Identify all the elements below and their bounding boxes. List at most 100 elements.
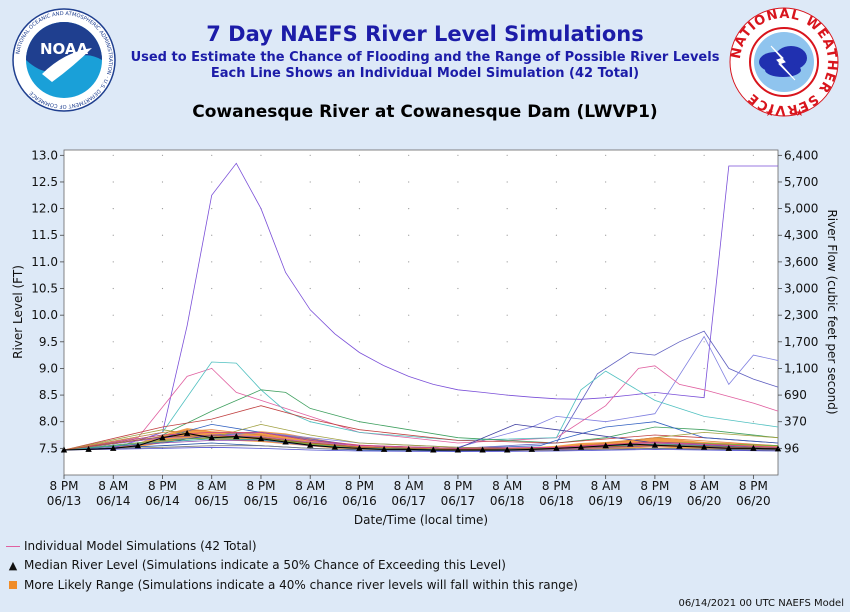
grid-dot bbox=[260, 341, 262, 343]
grid-dot bbox=[506, 181, 508, 183]
grid-dot bbox=[605, 394, 607, 396]
x-tick-label-date: 06/14 bbox=[96, 494, 131, 508]
grid-dot bbox=[161, 261, 164, 263]
grid-dot bbox=[605, 287, 607, 290]
grid-dot bbox=[309, 394, 311, 396]
x-axis-label: Date/Time (local time) bbox=[354, 513, 488, 527]
grid-dot bbox=[555, 287, 558, 290]
grid-dot bbox=[112, 181, 114, 183]
plot-area bbox=[63, 149, 779, 476]
grid-dot bbox=[654, 261, 656, 263]
grid-dot bbox=[408, 154, 410, 156]
triangle-marker-icon: ▲ bbox=[8, 558, 18, 572]
x-tick-label-time: 8 PM bbox=[345, 479, 374, 493]
median-point bbox=[380, 445, 388, 452]
grid-dot bbox=[654, 234, 656, 236]
grid-dot bbox=[161, 287, 164, 290]
grid-dot bbox=[654, 287, 656, 290]
x-tick-label-time: 8 PM bbox=[148, 479, 177, 493]
grid-dot bbox=[161, 394, 164, 396]
grid-dot bbox=[408, 287, 410, 290]
legend-range: More Likely Range (Simulations indicate … bbox=[6, 578, 578, 592]
grid-dot bbox=[408, 208, 410, 210]
grid-dot bbox=[112, 234, 114, 236]
grid-dot bbox=[506, 421, 508, 423]
x-tick-label-time: 8 AM bbox=[295, 479, 325, 493]
grid-dot bbox=[506, 208, 508, 210]
grid-dot bbox=[457, 181, 459, 183]
grid-dot bbox=[605, 314, 607, 316]
median-point bbox=[602, 442, 609, 449]
y-tick-label: 7.5 bbox=[39, 441, 58, 455]
x-tick-label-date: 06/19 bbox=[638, 494, 673, 508]
grid-dot bbox=[457, 208, 459, 210]
x-tick-label-date: 06/14 bbox=[145, 494, 180, 508]
x-tick-label-date: 06/15 bbox=[194, 494, 229, 508]
grid-dot bbox=[161, 314, 164, 316]
grid-dot bbox=[752, 367, 754, 370]
grid-dot bbox=[309, 181, 311, 183]
grid-dot bbox=[309, 287, 311, 290]
grid-dot bbox=[260, 181, 262, 183]
nws-logo: NATIONAL WEATHER SERVICE ★ ★ bbox=[729, 7, 839, 118]
page-subtitle-2: Each Line Shows an Individual Model Simu… bbox=[210, 66, 640, 81]
median-point bbox=[750, 444, 757, 451]
grid-dot bbox=[506, 314, 508, 316]
simulation-line-5 bbox=[63, 361, 779, 451]
grid-dot bbox=[703, 367, 705, 370]
grid-dot bbox=[457, 154, 459, 156]
grid-dot bbox=[112, 261, 114, 263]
x-tick-label-time: 8 PM bbox=[542, 479, 571, 493]
x-tick-label-time: 8 PM bbox=[739, 479, 768, 493]
grid-dot bbox=[112, 341, 114, 343]
grid-dot bbox=[309, 208, 311, 210]
grid-dot bbox=[555, 341, 558, 343]
grid-dot bbox=[112, 208, 114, 210]
grid-dot bbox=[211, 314, 213, 316]
grid-dot bbox=[752, 154, 754, 156]
grid-dot bbox=[457, 341, 459, 343]
y-tick-label: 9.0 bbox=[39, 361, 58, 375]
x-tick-label-date: 06/15 bbox=[244, 494, 279, 508]
noaa-logo-text: NOAA bbox=[40, 40, 89, 58]
grid-dot bbox=[161, 367, 164, 370]
grid-dot bbox=[457, 287, 459, 290]
grid-dot bbox=[703, 287, 705, 290]
x-tick-label-time: 8 AM bbox=[591, 479, 621, 493]
y-tick-label: 12.0 bbox=[31, 202, 58, 216]
grid-dot bbox=[260, 314, 262, 316]
x-tick-label-time: 8 AM bbox=[197, 479, 227, 493]
orange-square-icon bbox=[6, 578, 20, 592]
grid-dot bbox=[161, 234, 164, 236]
grid-dot bbox=[408, 314, 410, 316]
grid-dot bbox=[506, 367, 508, 370]
x-tick-label-time: 8 AM bbox=[394, 479, 424, 493]
grid-dot bbox=[260, 234, 262, 236]
y-axis-right: 96 370 690 1,100 1,700 2,300 3,000 3,600 4,300 5,… bbox=[778, 148, 818, 455]
y2-tick-label: 690 bbox=[784, 388, 807, 402]
model-run-footer: 06/14/2021 00 UTC NAEFS Model bbox=[678, 598, 845, 609]
y2-tick-label: 5,700 bbox=[784, 175, 818, 189]
grid-dot bbox=[211, 234, 213, 236]
median-point bbox=[233, 433, 240, 440]
grid-dot bbox=[752, 234, 754, 236]
x-tick-label-date: 06/20 bbox=[736, 494, 771, 508]
grid-dot bbox=[358, 287, 361, 290]
grid-dot bbox=[260, 287, 262, 290]
page-subtitle: Used to Estimate the Chance of Flooding … bbox=[130, 50, 720, 65]
grid-dot bbox=[752, 394, 754, 396]
grid-dot bbox=[358, 234, 361, 236]
grid-dot bbox=[555, 154, 558, 156]
y-tick-label: 10.0 bbox=[31, 308, 58, 322]
grid-dot bbox=[752, 261, 754, 263]
grid-dot bbox=[408, 261, 410, 263]
y-tick-label: 10.5 bbox=[31, 282, 58, 296]
grid-dot bbox=[112, 421, 114, 423]
grid-dot bbox=[161, 421, 164, 423]
legend-individual: Individual Model Simulations (42 Total) bbox=[6, 539, 257, 553]
grid-dot bbox=[358, 341, 361, 343]
median-point bbox=[651, 441, 659, 448]
grid-dot bbox=[605, 341, 607, 343]
grid-dot bbox=[752, 287, 754, 290]
grid-dot bbox=[112, 287, 114, 290]
